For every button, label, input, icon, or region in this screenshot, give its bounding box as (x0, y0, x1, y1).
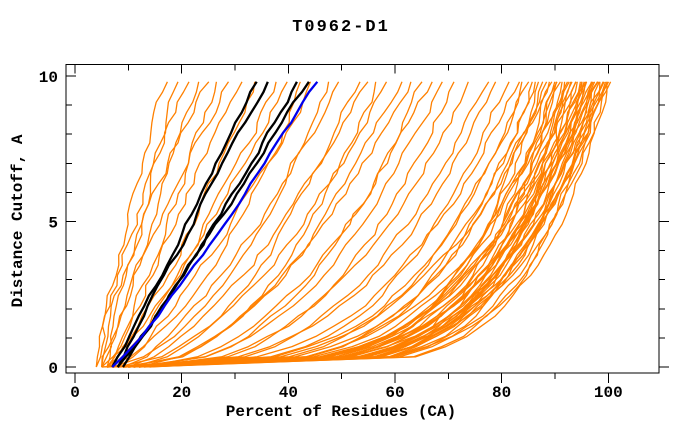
x-tick-label: 40 (279, 384, 298, 402)
model-curve (111, 81, 243, 368)
model-curve (117, 81, 612, 368)
model-curve (133, 81, 388, 368)
model-curve (133, 81, 600, 368)
y-tick-label: 5 (48, 215, 58, 233)
model-curve (101, 81, 210, 368)
model-curve (144, 81, 469, 368)
model-curve (128, 81, 608, 368)
model-curve (133, 81, 586, 368)
y-axis-label: Distance Cutoff, A (9, 134, 27, 307)
model-curve (111, 81, 258, 368)
model-curve (106, 81, 200, 368)
model-curve (133, 81, 423, 368)
curves-layer (95, 81, 612, 368)
model-curve (106, 81, 218, 368)
plot-title: T0962-D1 (292, 18, 390, 37)
model-curve (101, 81, 230, 368)
model-curve (133, 81, 530, 368)
model-curve (138, 81, 608, 368)
y-tick-label: 0 (48, 360, 58, 378)
tick-labels-group: 0 20 40 60 80 100 0 5 10 (39, 69, 623, 402)
model-curve (117, 81, 599, 368)
x-tick-label: 100 (594, 384, 623, 402)
model-curve (122, 81, 497, 368)
model-curve (112, 81, 604, 368)
model-curve (138, 81, 443, 368)
model-curves-orange (95, 81, 612, 368)
model-curve (112, 81, 330, 368)
highlighted-curve-blue (111, 81, 319, 368)
model-curve (128, 81, 369, 368)
plot-frame-group (65, 63, 660, 374)
model-curve (149, 81, 490, 368)
model-curve (128, 81, 521, 368)
axes-layer: 0 20 40 60 80 100 0 5 10 (39, 63, 669, 402)
model-curve (101, 81, 561, 368)
model-curve (117, 81, 312, 368)
x-tick-label: 20 (172, 384, 191, 402)
model-curve (112, 81, 563, 368)
model-curve (122, 81, 593, 368)
x-tick-label: 60 (385, 384, 404, 402)
model-curve (138, 81, 583, 368)
model-curve (106, 81, 548, 368)
model-curve (111, 81, 319, 368)
plot-frame (65, 63, 660, 374)
y-tick-label: 10 (39, 69, 58, 87)
ticks-group (65, 64, 669, 383)
model-curve (138, 81, 601, 368)
model-curve (95, 81, 168, 368)
model-curve (128, 81, 403, 368)
model-curve (138, 81, 523, 368)
model-curve (144, 81, 433, 368)
model-curve (122, 81, 340, 368)
model-curve (106, 81, 553, 368)
model-curve (95, 81, 190, 368)
x-tick-label: 0 (70, 384, 80, 402)
model-curve (101, 81, 277, 368)
model-curve (133, 81, 510, 368)
model-curve (149, 81, 455, 368)
model-curve (111, 81, 288, 368)
x-tick-label: 80 (492, 384, 511, 402)
model-curve (112, 81, 588, 368)
model-curve (138, 81, 596, 368)
model-curve (122, 81, 377, 368)
model-curve (116, 81, 269, 368)
x-axis-label: Percent of Residues (CA) (226, 403, 456, 421)
model-curve (117, 81, 558, 368)
model-curve (138, 81, 412, 368)
model-curve (101, 81, 533, 368)
